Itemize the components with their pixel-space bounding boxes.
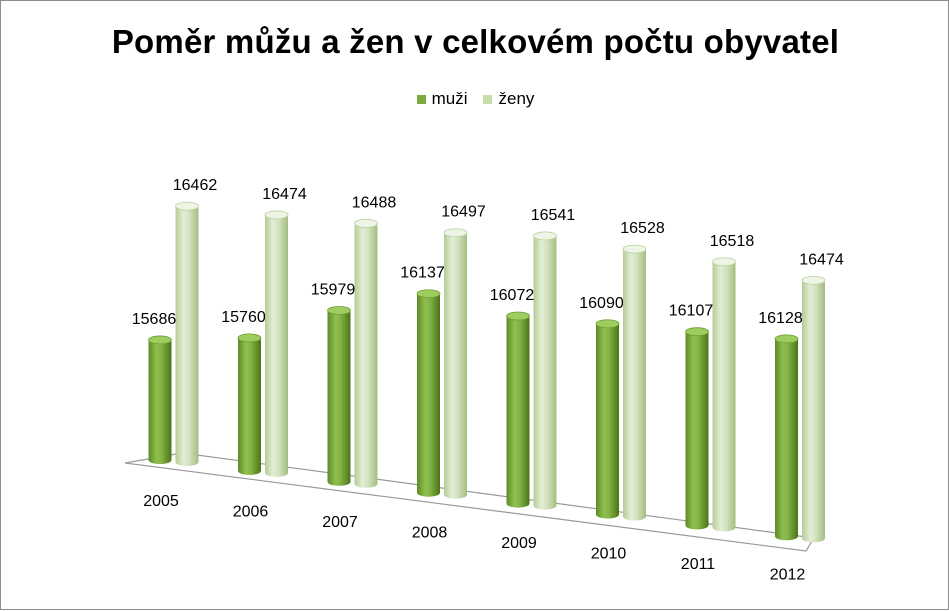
data-label-zeny-2006: 16474: [262, 186, 307, 203]
data-label-muzi-2007: 15979: [311, 281, 356, 298]
bar-zeny-2006: [264, 210, 289, 477]
data-label-muzi-2011: 16107: [669, 303, 714, 320]
bar-muzi-2008: [416, 289, 441, 497]
data-label-muzi-2012: 16128: [758, 310, 803, 327]
data-label-muzi-2006: 15760: [221, 309, 266, 326]
bar-muzi-2012: [774, 334, 799, 541]
data-label-zeny-2012: 16474: [799, 251, 844, 268]
bar-muzi-2007: [327, 306, 351, 486]
data-label-zeny-2011: 16518: [710, 233, 755, 250]
x-tick-label-2011: 2011: [681, 556, 716, 573]
bar-zeny-2010: [622, 244, 647, 521]
bar-zeny-2005: [175, 201, 199, 466]
data-label-muzi-2005: 15686: [132, 311, 177, 328]
legend-label-muzi: muži: [431, 89, 468, 108]
bar-muzi-2006: [237, 333, 262, 475]
legend-item-muzi: muži: [416, 89, 468, 109]
data-label-muzi-2009: 16072: [490, 287, 535, 304]
x-tick-label-2008: 2008: [412, 525, 448, 542]
legend: muži ženy: [1, 89, 949, 109]
legend-label-zeny: ženy: [498, 89, 535, 108]
chart-floor: [124, 452, 815, 552]
data-label-zeny-2007: 16488: [352, 194, 397, 211]
bar-muzi-2005: [148, 335, 172, 464]
bar-muzi-2010: [595, 319, 620, 519]
legend-swatch-zeny: [483, 94, 493, 104]
x-tick-label-2007: 2007: [322, 514, 358, 531]
data-label-zeny-2010: 16528: [620, 220, 665, 237]
data-label-zeny-2008: 16497: [441, 204, 486, 221]
bar-zeny-2009: [533, 231, 557, 510]
bar-muzi-2009: [506, 311, 530, 508]
x-tick-label-2010: 2010: [591, 546, 627, 563]
legend-item-zeny: ženy: [483, 89, 534, 109]
bar-zeny-2011: [712, 257, 736, 532]
legend-swatch-muzi: [416, 94, 426, 104]
bar-muzi-2011: [685, 327, 709, 530]
bar-zeny-2007: [354, 218, 378, 488]
x-tick-label-2005: 2005: [143, 493, 179, 510]
x-tick-label-2009: 2009: [501, 535, 537, 552]
data-label-muzi-2008: 16137: [400, 265, 445, 282]
x-tick-label-2012: 2012: [770, 567, 806, 584]
data-label-zeny-2005: 16462: [173, 177, 218, 194]
data-label-zeny-2009: 16541: [531, 207, 576, 224]
chart-title: Poměr můžu a žen v celkovém počtu obyvat…: [111, 23, 840, 60]
data-label-muzi-2010: 16090: [579, 295, 624, 312]
bar-zeny-2012: [801, 275, 826, 543]
x-tick-label-2006: 2006: [233, 504, 269, 521]
bar-zeny-2008: [443, 228, 468, 499]
